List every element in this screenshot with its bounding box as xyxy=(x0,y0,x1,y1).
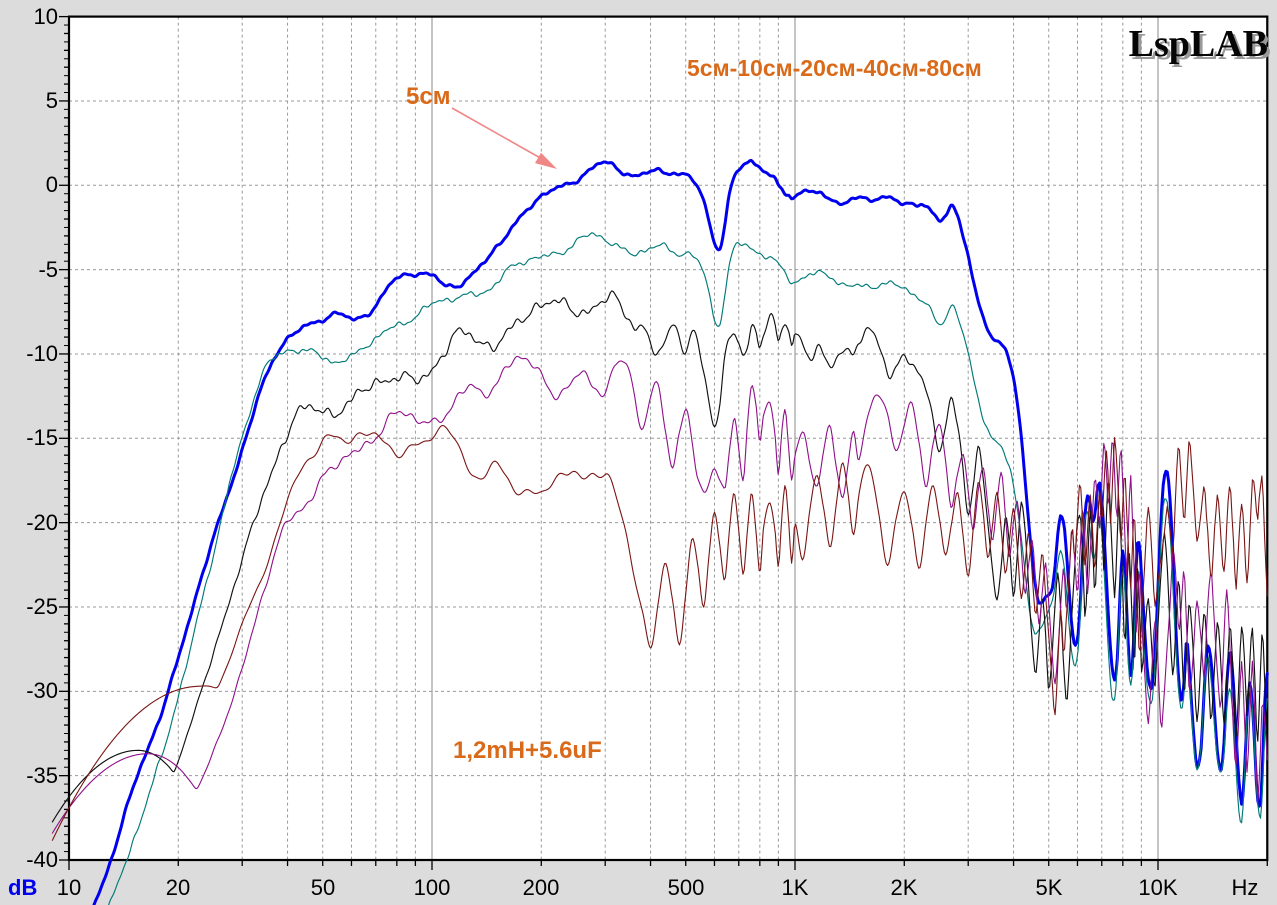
svg-text:20: 20 xyxy=(166,875,190,900)
svg-text:1K: 1K xyxy=(782,875,809,900)
svg-text:-30: -30 xyxy=(26,678,58,703)
svg-text:LspLAB: LspLAB xyxy=(1129,23,1268,65)
svg-text:2K: 2K xyxy=(891,875,918,900)
svg-text:100: 100 xyxy=(414,875,451,900)
svg-text:10: 10 xyxy=(34,4,58,29)
svg-text:500: 500 xyxy=(668,875,705,900)
svg-text:200: 200 xyxy=(523,875,560,900)
svg-text:10: 10 xyxy=(57,875,81,900)
svg-text:5: 5 xyxy=(46,88,58,113)
svg-text:-25: -25 xyxy=(26,594,58,619)
svg-text:10K: 10K xyxy=(1138,875,1177,900)
svg-text:Hz: Hz xyxy=(1232,875,1259,900)
svg-text:0: 0 xyxy=(46,172,58,197)
svg-text:-5: -5 xyxy=(38,257,58,282)
svg-text:dB: dB xyxy=(8,875,37,900)
svg-text:-40: -40 xyxy=(26,847,58,872)
svg-text:-10: -10 xyxy=(26,341,58,366)
svg-text:-20: -20 xyxy=(26,510,58,535)
svg-text:5K: 5K xyxy=(1036,875,1063,900)
svg-text:5см-10см-20см-40см-80см: 5см-10см-20см-40см-80см xyxy=(687,55,982,81)
svg-text:1,2mH+5.6uF: 1,2mH+5.6uF xyxy=(453,737,602,764)
svg-text:-35: -35 xyxy=(26,763,58,788)
svg-text:50: 50 xyxy=(311,875,335,900)
svg-text:5см: 5см xyxy=(406,83,450,110)
svg-text:-15: -15 xyxy=(26,425,58,450)
